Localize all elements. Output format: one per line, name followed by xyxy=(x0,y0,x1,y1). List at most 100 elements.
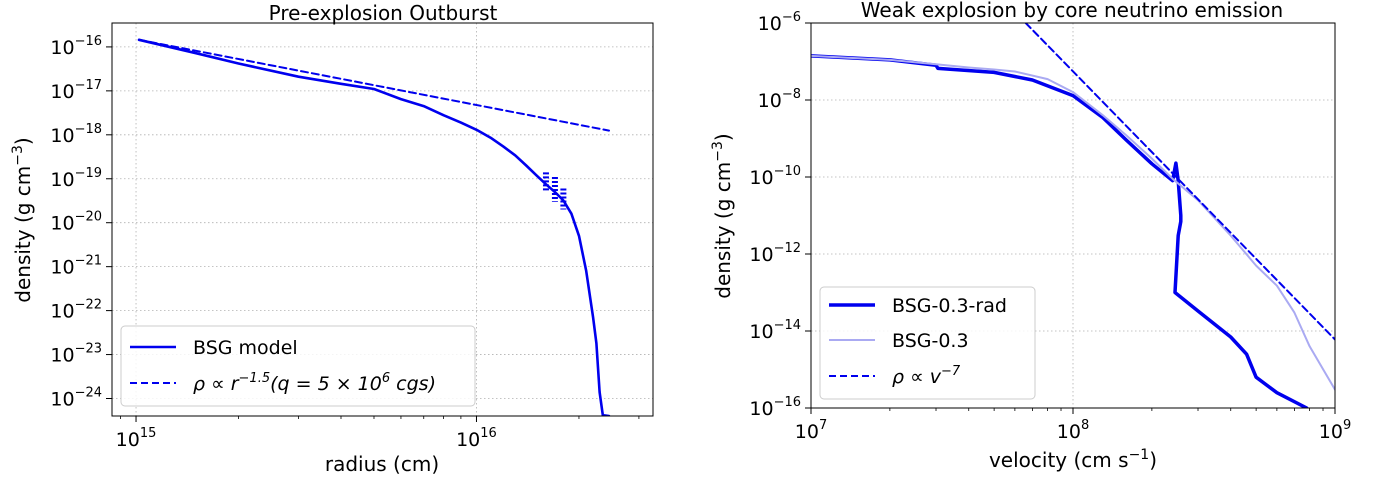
chart2-y-tick-exp: −16 xyxy=(774,395,801,410)
chart1-x-tick-exp: 16 xyxy=(480,426,497,441)
chart1-y-axis-label-end: ) xyxy=(11,137,35,145)
chart2-x-tick-label: 108 xyxy=(1057,418,1089,443)
chart2-series-line-0 xyxy=(811,54,1309,408)
chart1-grid xyxy=(112,23,653,416)
chart1-legend-label-bsg-model: BSG model xyxy=(193,337,298,359)
chart1-y-tick-base: 10 xyxy=(50,125,74,147)
chart1-y-tick-exp: −18 xyxy=(75,122,102,137)
chart2-x-axis-label: velocity (cm s−1) xyxy=(989,447,1157,472)
chart-weak-explosion: Weak explosion by core neutrino emission… xyxy=(710,0,1351,472)
chart-pre-explosion: Pre-explosion Outburst 1015 101610−1610−1… xyxy=(10,1,654,476)
chart2-y-axis-label-sup: −3 xyxy=(710,141,726,162)
chart1-y-tick-label: 10−17 xyxy=(50,78,102,103)
chart1-y-tick-label: 10−18 xyxy=(50,122,102,147)
chart2-y-tick-label: 10−8 xyxy=(758,87,801,112)
chart2-y-tick-exp: −12 xyxy=(774,241,801,256)
chart2-x-tick-base: 10 xyxy=(1319,421,1343,443)
chart2-legend: BSG-0.3-rad BSG-0.3 ρ ∝ v−7 xyxy=(819,286,1036,400)
chart1-y-axis-label: density (g cm−3) xyxy=(10,137,35,302)
chart1-x-tick-label: 1016 xyxy=(456,426,497,451)
chart1-y-tick-exp: −23 xyxy=(75,342,102,357)
chart1-title: Pre-explosion Outburst xyxy=(269,1,498,25)
chart2-y-tick-label: 10−16 xyxy=(749,395,801,420)
chart1-series-line-0 xyxy=(137,38,611,416)
chart1-y-tick-exp: −16 xyxy=(75,34,102,49)
chart2-y-tick-exp: −6 xyxy=(782,10,801,25)
chart2-y-axis-label: density (g cm−3) xyxy=(710,133,735,298)
chart2-y-axis-label-text: density (g cm xyxy=(711,162,735,299)
chart1-x-tick-base: 10 xyxy=(116,429,140,451)
chart2-y-tick-base: 10 xyxy=(758,13,782,35)
chart2-series-line-1 xyxy=(811,54,1335,391)
chart2-x-axis-label-end: ) xyxy=(1149,448,1157,472)
chart2-y-tick-label: 10−12 xyxy=(749,241,801,266)
chart2-x-tick-base: 10 xyxy=(1057,421,1081,443)
chart1-y-tick-base: 10 xyxy=(50,213,74,235)
chart2-x-tick-label: 107 xyxy=(795,418,827,443)
chart1-x-tick-label: 1015 xyxy=(116,426,157,451)
chart1-y-tick-base: 10 xyxy=(50,389,74,411)
chart1-y-tick-label: 10−24 xyxy=(50,386,102,411)
chart1-y-tick-exp: −24 xyxy=(75,386,102,401)
chart2-legend-label-bsg: BSG-0.3 xyxy=(892,330,969,352)
chart1-y-tick-label: 10−23 xyxy=(50,342,102,367)
chart2-x-axis-label-text: velocity (cm s xyxy=(989,448,1129,472)
chart2-series xyxy=(811,23,1335,408)
chart1-legend-box xyxy=(120,325,476,407)
chart2-series-line-2 xyxy=(1024,23,1335,341)
chart1-y-tick-base: 10 xyxy=(50,257,74,279)
chart2-x-tick-exp: 8 xyxy=(1081,418,1089,433)
chart1-y-axis-label-sup: −3 xyxy=(10,145,26,166)
chart2-x-axis-label-sup: −1 xyxy=(1129,447,1150,463)
chart1-y-tick-base: 10 xyxy=(50,81,74,103)
chart1-y-tick-label: 10−20 xyxy=(50,210,102,235)
chart2-title: Weak explosion by core neutrino emission xyxy=(861,0,1283,22)
chart1-y-tick-exp: −19 xyxy=(75,166,102,181)
chart2-y-tick-label: 10−10 xyxy=(749,164,801,189)
chart2-y-tick-exp: −14 xyxy=(774,318,801,333)
chart1-x-axis-label: radius (cm) xyxy=(325,452,439,476)
chart2-y-tick-base: 10 xyxy=(749,398,773,420)
chart1-y-tick-exp: −17 xyxy=(75,78,102,93)
chart2-y-tick-base: 10 xyxy=(749,244,773,266)
chart2-y-tick-exp: −8 xyxy=(782,87,801,102)
chart1-y-tick-label: 10−19 xyxy=(50,166,102,191)
chart2-legend-label-rho: ρ ∝ v−7 xyxy=(892,364,961,388)
chart1-series xyxy=(137,38,611,416)
chart1-legend-rho-part1: ρ ∝ r xyxy=(193,373,240,395)
chart1-legend-rho-part3: cgs) xyxy=(390,373,436,395)
chart1-y-tick-label: 10−16 xyxy=(50,34,102,59)
chart1-y-tick-exp: −21 xyxy=(75,254,102,269)
chart1-y-axis-label-text: density (g cm xyxy=(11,166,35,303)
chart1-ticks: 1015 101610−1610−1710−1810−1910−2010−2110… xyxy=(50,34,640,451)
chart1-y-tick-exp: −20 xyxy=(75,210,102,225)
chart1-axes-frame xyxy=(111,22,654,417)
chart1-legend-rho-part2: (q = 5 × 10 xyxy=(270,373,382,395)
chart1-y-tick-label: 10−21 xyxy=(50,254,102,279)
chart2-legend-box xyxy=(819,286,1036,400)
chart1-legend: BSG model ρ ∝ r−1.5(q = 5 × 106 cgs) xyxy=(120,325,476,407)
chart1-y-tick-base: 10 xyxy=(50,37,74,59)
chart2-x-tick-exp: 7 xyxy=(819,418,827,433)
chart1-y-tick-base: 10 xyxy=(50,169,74,191)
chart2-y-tick-base: 10 xyxy=(749,321,773,343)
chart1-legend-label-rho: ρ ∝ r−1.5(q = 5 × 106 cgs) xyxy=(193,371,436,395)
chart2-legend-rho-part1: ρ ∝ v xyxy=(892,366,942,388)
chart2-y-tick-label: 10−14 xyxy=(749,318,801,343)
chart2-x-tick-label: 109 xyxy=(1319,418,1351,443)
chart2-legend-label-bsg-rad: BSG-0.3-rad xyxy=(892,295,1007,317)
chart1-y-tick-label: 10−22 xyxy=(50,298,102,323)
chart1-legend-rho-exp2: 6 xyxy=(382,371,390,386)
chart1-series-line-1 xyxy=(138,38,610,132)
chart1-x-tick-base: 10 xyxy=(456,429,480,451)
chart2-y-tick-base: 10 xyxy=(749,167,773,189)
chart2-y-tick-exp: −10 xyxy=(774,164,801,179)
chart1-x-tick-exp: 15 xyxy=(140,426,157,441)
chart2-legend-rho-exp: −7 xyxy=(941,364,961,379)
chart2-y-axis-label-end: ) xyxy=(711,133,735,141)
chart2-x-tick-base: 10 xyxy=(795,421,819,443)
chart1-y-tick-exp: −22 xyxy=(75,298,102,313)
chart1-y-tick-base: 10 xyxy=(50,345,74,367)
